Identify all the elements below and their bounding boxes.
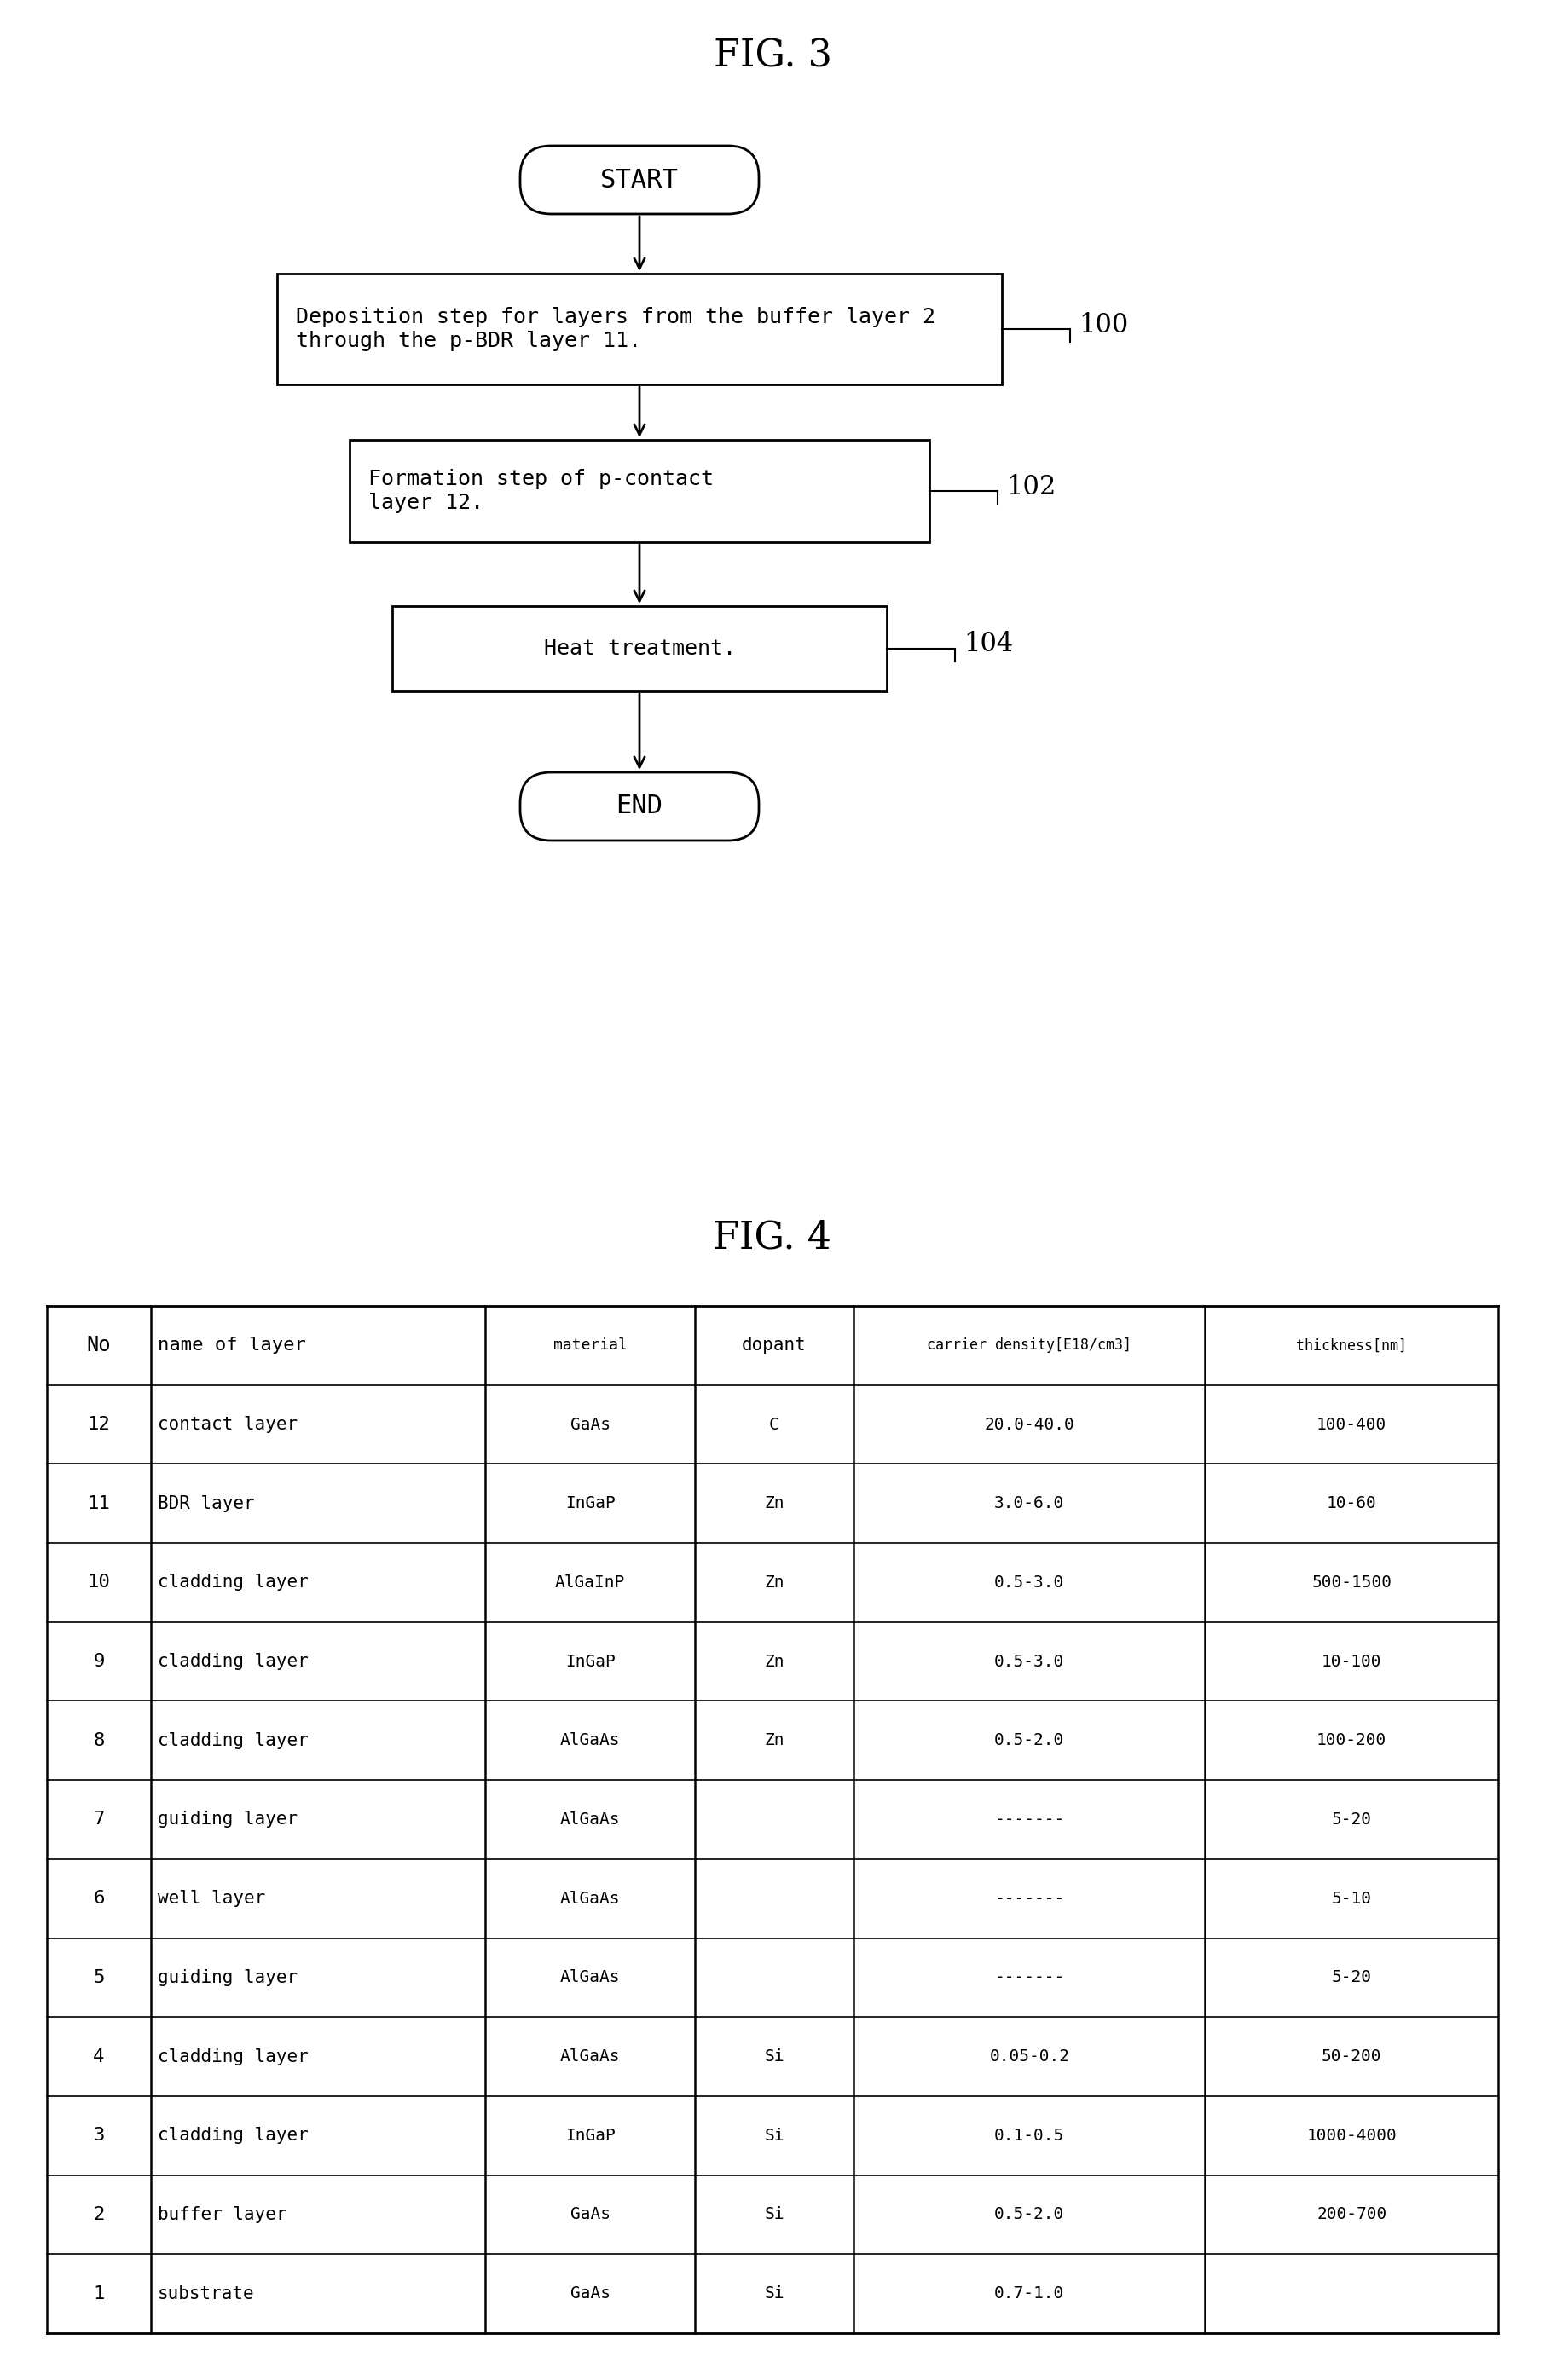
Text: InGaP: InGaP — [565, 2128, 615, 2144]
Text: 100: 100 — [1078, 312, 1128, 338]
Text: Deposition step for layers from the buffer layer 2: Deposition step for layers from the buff… — [297, 307, 935, 326]
Text: 0.7-1.0: 0.7-1.0 — [995, 2285, 1065, 2301]
Bar — [277, 274, 1001, 386]
Text: Si: Si — [765, 2285, 785, 2301]
Text: 50-200: 50-200 — [1321, 2049, 1381, 2066]
Text: AlGaAs: AlGaAs — [559, 1971, 620, 1985]
Text: 100-400: 100-400 — [1316, 1416, 1387, 1433]
Text: 9: 9 — [93, 1654, 105, 1671]
Text: 0.05-0.2: 0.05-0.2 — [989, 2049, 1069, 2066]
Text: FIG. 4: FIG. 4 — [714, 1219, 831, 1257]
Text: 102: 102 — [1006, 474, 1055, 500]
FancyBboxPatch shape — [521, 771, 759, 840]
Text: 11: 11 — [88, 1495, 110, 1511]
Text: 200-700: 200-700 — [1316, 2206, 1387, 2223]
Text: FIG. 3: FIG. 3 — [714, 38, 831, 74]
Text: 4: 4 — [93, 2049, 105, 2066]
Text: InGaP: InGaP — [565, 1654, 615, 1671]
Text: 0.5-2.0: 0.5-2.0 — [995, 2206, 1065, 2223]
Text: InGaP: InGaP — [565, 1495, 615, 1511]
Text: No: No — [87, 1335, 111, 1357]
Text: 500-1500: 500-1500 — [1312, 1576, 1392, 1590]
Text: 3: 3 — [93, 2128, 105, 2144]
Text: Zn: Zn — [765, 1654, 785, 1671]
Text: 5-10: 5-10 — [1332, 1890, 1372, 1906]
Text: Zn: Zn — [765, 1495, 785, 1511]
Text: buffer layer: buffer layer — [158, 2206, 287, 2223]
Text: Formation step of p-contact: Formation step of p-contact — [368, 469, 714, 488]
Text: 1: 1 — [93, 2285, 105, 2301]
Text: END: END — [616, 795, 663, 819]
Text: 10: 10 — [88, 1573, 110, 1590]
Text: AlGaAs: AlGaAs — [559, 1733, 620, 1749]
Text: carrier density[E18/cm3]: carrier density[E18/cm3] — [927, 1338, 1132, 1354]
Text: -------: ------- — [995, 1890, 1065, 1906]
Text: 0.1-0.5: 0.1-0.5 — [995, 2128, 1065, 2144]
Bar — [392, 607, 887, 690]
Text: Heat treatment.: Heat treatment. — [544, 638, 735, 659]
Text: 6: 6 — [93, 1890, 105, 1906]
Text: 20.0-40.0: 20.0-40.0 — [984, 1416, 1074, 1433]
Text: 5-20: 5-20 — [1332, 1971, 1372, 1985]
Text: through the p-BDR layer 11.: through the p-BDR layer 11. — [297, 331, 641, 352]
Text: -------: ------- — [995, 1811, 1065, 1828]
Text: cladding layer: cladding layer — [158, 2128, 307, 2144]
Text: Si: Si — [765, 2128, 785, 2144]
Text: GaAs: GaAs — [570, 2285, 610, 2301]
Text: 0.5-2.0: 0.5-2.0 — [995, 1733, 1065, 1749]
Text: 10-60: 10-60 — [1327, 1495, 1377, 1511]
Text: Zn: Zn — [765, 1576, 785, 1590]
Text: thickness[nm]: thickness[nm] — [1296, 1338, 1407, 1354]
Text: 2: 2 — [93, 2206, 105, 2223]
Text: AlGaInP: AlGaInP — [555, 1576, 626, 1590]
Bar — [349, 440, 930, 543]
Text: 8: 8 — [93, 1733, 105, 1749]
Text: 7: 7 — [93, 1811, 105, 1828]
Text: layer 12.: layer 12. — [368, 493, 484, 514]
Text: 3.0-6.0: 3.0-6.0 — [995, 1495, 1065, 1511]
Text: 0.5-3.0: 0.5-3.0 — [995, 1654, 1065, 1671]
Text: AlGaAs: AlGaAs — [559, 1890, 620, 1906]
Text: GaAs: GaAs — [570, 1416, 610, 1433]
Text: name of layer: name of layer — [158, 1338, 306, 1354]
Text: 1000-4000: 1000-4000 — [1307, 2128, 1397, 2144]
Text: 5-20: 5-20 — [1332, 1811, 1372, 1828]
Text: Zn: Zn — [765, 1733, 785, 1749]
FancyBboxPatch shape — [521, 145, 759, 214]
Text: guiding layer: guiding layer — [158, 1811, 298, 1828]
Text: cladding layer: cladding layer — [158, 2049, 307, 2066]
Text: 100-200: 100-200 — [1316, 1733, 1387, 1749]
Text: Si: Si — [765, 2049, 785, 2066]
Text: GaAs: GaAs — [570, 2206, 610, 2223]
Text: 10-100: 10-100 — [1321, 1654, 1381, 1671]
Text: C: C — [769, 1416, 779, 1433]
Text: AlGaAs: AlGaAs — [559, 1811, 620, 1828]
Text: START: START — [601, 167, 678, 193]
Text: cladding layer: cladding layer — [158, 1654, 307, 1671]
Text: well layer: well layer — [158, 1890, 266, 1906]
Text: -------: ------- — [995, 1971, 1065, 1985]
Text: Si: Si — [765, 2206, 785, 2223]
Text: material: material — [553, 1338, 627, 1354]
Text: contact layer: contact layer — [158, 1416, 298, 1433]
Text: cladding layer: cladding layer — [158, 1733, 307, 1749]
Text: 104: 104 — [964, 631, 1014, 657]
Text: AlGaAs: AlGaAs — [559, 2049, 620, 2066]
Text: BDR layer: BDR layer — [158, 1495, 255, 1511]
Text: 12: 12 — [88, 1416, 110, 1433]
Text: 0.5-3.0: 0.5-3.0 — [995, 1576, 1065, 1590]
Text: cladding layer: cladding layer — [158, 1573, 307, 1590]
Text: dopant: dopant — [742, 1338, 806, 1354]
Text: guiding layer: guiding layer — [158, 1968, 298, 1985]
Text: substrate: substrate — [158, 2285, 255, 2301]
Text: 5: 5 — [93, 1968, 105, 1985]
